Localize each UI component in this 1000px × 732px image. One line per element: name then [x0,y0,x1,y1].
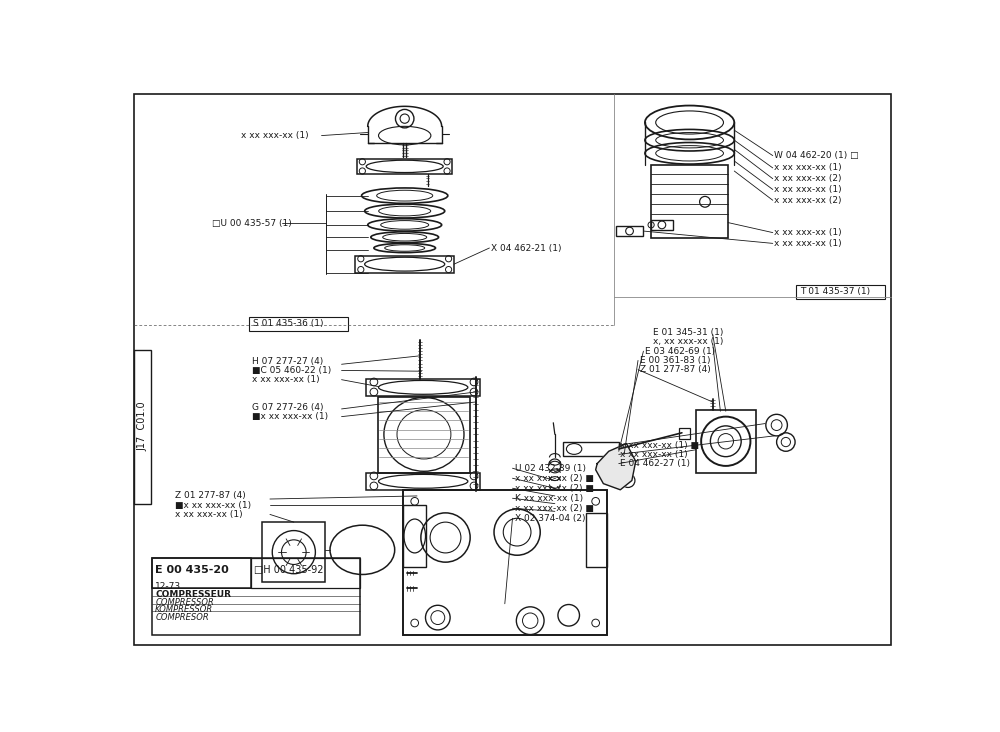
Text: x xx xxx-xx (2) ■: x xx xxx-xx (2) ■ [515,484,594,493]
Text: COMPRESSEUR: COMPRESSEUR [155,590,231,599]
Text: x, xx xxx-xx (1): x, xx xxx-xx (1) [653,337,723,346]
Text: 12-73: 12-73 [155,581,181,591]
Text: x xx xxx-xx (2) ■: x xx xxx-xx (2) ■ [515,504,594,512]
Text: E 00 361-83 (1): E 00 361-83 (1) [640,356,710,365]
Text: T 01 435-37 (1): T 01 435-37 (1) [800,287,870,296]
Text: □H 00 435-92: □H 00 435-92 [254,565,323,575]
Text: ■x xx xxx-xx (1): ■x xx xxx-xx (1) [252,412,328,421]
Text: G 07 277-26 (4): G 07 277-26 (4) [252,403,324,412]
Text: x xx xxx-xx (1): x xx xxx-xx (1) [774,228,842,237]
Text: U 02 432-89 (1): U 02 432-89 (1) [515,463,586,473]
Text: x xx xxx-xx (2) ■: x xx xxx-xx (2) ■ [515,474,594,482]
Text: H 07 277-27 (4): H 07 277-27 (4) [252,356,323,366]
Text: Z 01 277-87 (4): Z 01 277-87 (4) [175,491,246,501]
Bar [403,505,426,567]
Bar [357,159,452,174]
Text: x xx xxx-xx (1): x xx xxx-xx (1) [175,510,243,519]
Bar [249,317,348,331]
Text: S 01 435-36 (1): S 01 435-36 (1) [253,319,324,328]
Text: E 03 462-69 (1): E 03 462-69 (1) [645,347,715,356]
Bar [616,226,643,236]
Text: Z 01 277-87 (4): Z 01 277-87 (4) [640,365,710,374]
Text: x xx xxx-xx (1): x xx xxx-xx (1) [241,131,309,140]
Bar [679,428,690,439]
Bar [262,522,325,582]
Bar [563,442,619,456]
Text: x xx xxx-xx (2): x xx xxx-xx (2) [774,174,842,183]
Text: ■C 05 460-22 (1): ■C 05 460-22 (1) [252,366,331,375]
Bar [366,473,480,490]
Text: x xx xxx-xx (2): x xx xxx-xx (2) [774,195,842,205]
Text: K xx xxx-xx (1): K xx xxx-xx (1) [515,494,583,503]
Text: ■x xx xxx-xx (1): ■x xx xxx-xx (1) [175,501,251,509]
Text: x xx xxx-xx (1): x xx xxx-xx (1) [620,450,688,459]
Bar [651,165,728,238]
Text: J17  C01.0: J17 C01.0 [137,402,147,452]
Bar [378,397,470,473]
Text: X 04 462-21 (1): X 04 462-21 (1) [491,244,561,253]
Text: E 01 345-31 (1): E 01 345-31 (1) [653,328,723,337]
Bar [355,255,454,272]
Text: KOMPRESSOR: KOMPRESSOR [155,605,213,614]
Polygon shape [596,444,636,490]
Bar [251,558,360,589]
Bar [696,410,756,473]
Bar [366,379,480,396]
Text: x xx xxx-xx (1): x xx xxx-xx (1) [252,376,320,384]
Bar [152,558,360,635]
Bar [134,350,151,504]
Text: x xx xxx-xx (1): x xx xxx-xx (1) [774,163,842,173]
Bar [586,513,607,567]
Text: x xx xxx-xx (1) ■: x xx xxx-xx (1) ■ [620,441,699,449]
Text: COMPRESSOR: COMPRESSOR [155,598,214,607]
Text: W 04 462-20 (1) □: W 04 462-20 (1) □ [774,151,859,160]
Text: E 04 462-27 (1): E 04 462-27 (1) [620,459,690,468]
Text: COMPRESOR: COMPRESOR [155,613,209,622]
Bar [403,490,607,635]
Bar [796,285,885,299]
Text: E 00 435-20: E 00 435-20 [155,565,229,575]
Text: x xx xxx-xx (1): x xx xxx-xx (1) [774,239,842,248]
Bar [152,558,251,589]
Text: X 02 374-04 (2): X 02 374-04 (2) [515,514,585,523]
Text: x xx xxx-xx (1): x xx xxx-xx (1) [774,185,842,194]
Text: □U 00 435-57 (1): □U 00 435-57 (1) [212,219,292,228]
Bar [651,220,673,230]
